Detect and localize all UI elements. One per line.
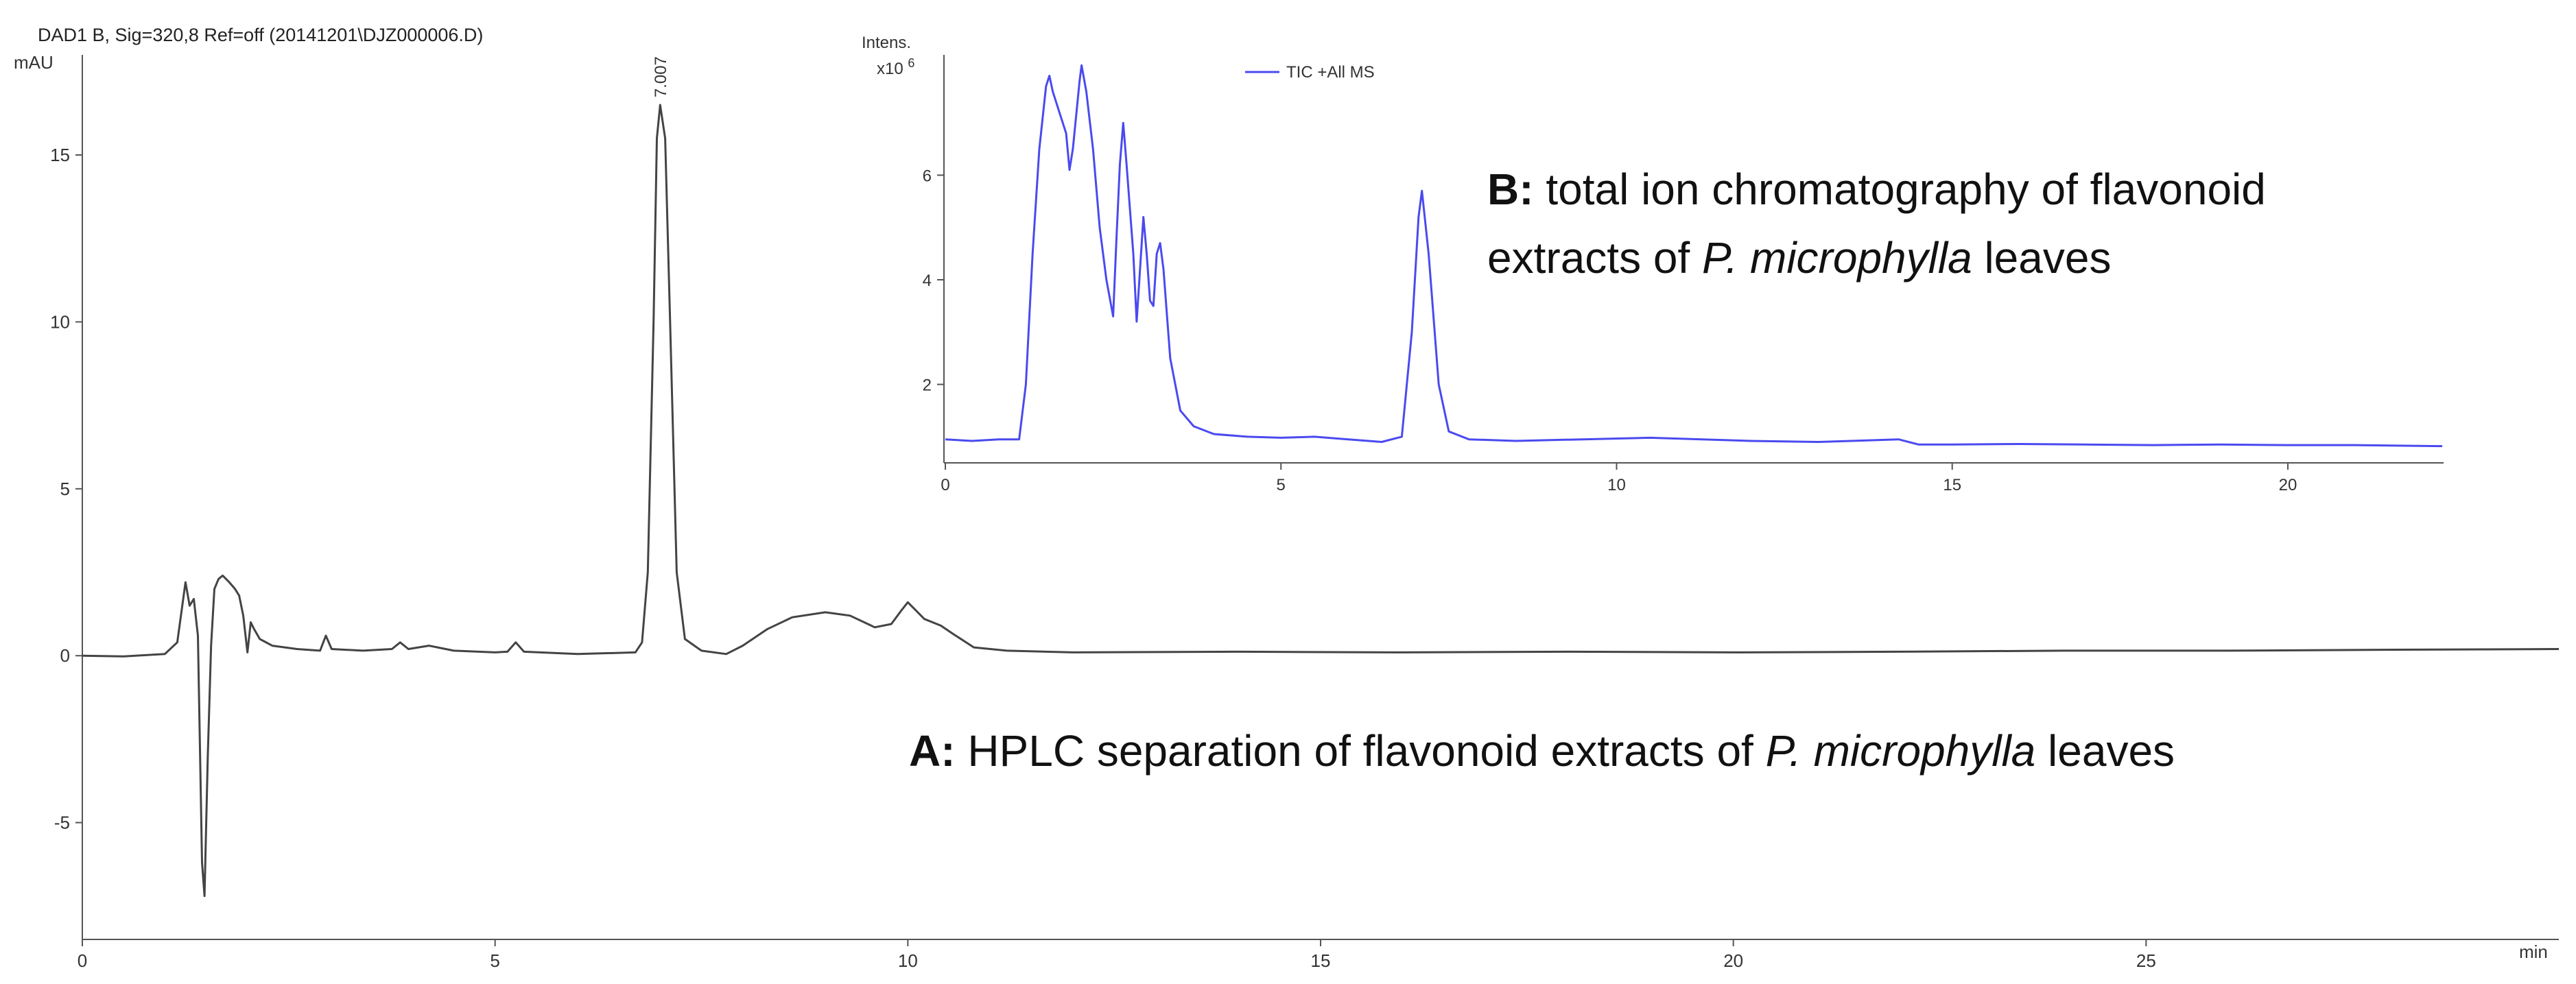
b-x-tick-label: 20 (2279, 476, 2297, 494)
b-x-tick-label: 5 (1277, 476, 1286, 494)
a-x-tick-label: 20 (1723, 950, 1743, 971)
chart-b-legend-label: TIC +All MS (1286, 63, 1375, 82)
chart-b-x-ticks: 0 5 10 15 20 (941, 463, 2297, 494)
chart-b-y-ticks: 2 4 6 (923, 167, 944, 395)
b-x-tick-label: 15 (1943, 476, 1961, 494)
chart-a-series-line (82, 104, 2560, 898)
chart-a-peak-label: 7.007 (652, 56, 670, 97)
chart-a-annotation-post: leaves (2048, 726, 2175, 776)
chart-b-annotation-italic: P. microphylla (1702, 233, 1972, 283)
chart-a-annotation: A: HPLC separation of flavonoid extracts… (909, 726, 2175, 776)
a-y-tick-label: 0 (60, 645, 70, 666)
a-x-tick-label: 15 (1311, 950, 1331, 971)
chart-b-annotation-text1: total ion chromatography of flavonoid (1546, 165, 2266, 214)
chart-a-x-ticks: 0 5 10 15 20 25 (78, 939, 2156, 971)
chart-b-annotation-line2: extracts of P. microphylla leaves (1487, 233, 2111, 283)
a-y-tick-label: -5 (54, 813, 70, 833)
chart-b-background (861, 21, 2473, 504)
a-x-tick-label: 25 (2136, 950, 2156, 971)
chart-b-annotation-post: leaves (1984, 233, 2111, 283)
b-y-tick-label: 4 (923, 272, 932, 290)
b-x-tick-label: 10 (1607, 476, 1626, 494)
b-y-tick-label: 2 (923, 376, 932, 395)
a-x-tick-label: 5 (490, 950, 499, 971)
chart-b-series-line (945, 64, 2443, 448)
chart-a-x-unit-label: min (2519, 941, 2548, 962)
chart-b-annotation-pre: extracts of (1487, 233, 1702, 283)
a-y-tick-label: 5 (60, 479, 70, 499)
chart-a: DAD1 B, Sig=320,8 Ref=off (20141201\DJZ0… (14, 25, 2560, 971)
a-y-tick-label: 15 (50, 145, 70, 165)
chart-b: Intens. x10 6 2 4 6 0 5 10 15 20 TIC +All MS B… (861, 21, 2473, 504)
chart-a-annotation-italic: P. microphylla (1766, 726, 2036, 776)
a-x-tick-label: 0 (78, 950, 87, 971)
b-y-tick-label: 6 (923, 167, 932, 185)
chart-b-annotation-line1: B: total ion chromatography of flavonoid (1487, 165, 2266, 214)
chart-a-annotation-pre: HPLC separation of flavonoid extracts of (967, 726, 1765, 776)
chart-a-header: DAD1 B, Sig=320,8 Ref=off (20141201\DJZ0… (38, 25, 483, 45)
chart-b-y-unit-exp: 6 (908, 56, 914, 70)
chart-b-annotation-bold: B: (1487, 165, 1534, 214)
chart-a-annotation-bold: A: (909, 726, 956, 776)
chart-a-y-ticks: -5 0 5 10 15 (50, 145, 82, 833)
a-y-tick-label: 10 (50, 311, 70, 332)
b-x-tick-label: 0 (941, 476, 949, 494)
chart-b-y-unit-base: x10 (877, 60, 903, 78)
chart-b-y-label: Intens. (862, 34, 911, 52)
a-x-tick-label: 10 (898, 950, 918, 971)
chart-a-y-unit-label: mAU (14, 52, 54, 73)
chart-b-y-unit: x10 6 (877, 56, 914, 78)
